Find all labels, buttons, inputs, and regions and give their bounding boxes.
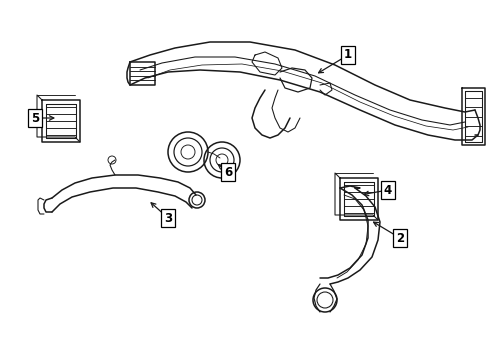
Text: 4: 4	[383, 184, 391, 197]
Text: 3: 3	[163, 211, 172, 225]
Text: 1: 1	[343, 49, 351, 62]
Text: 6: 6	[224, 166, 232, 179]
Text: 2: 2	[395, 231, 403, 244]
Text: 5: 5	[31, 112, 39, 125]
